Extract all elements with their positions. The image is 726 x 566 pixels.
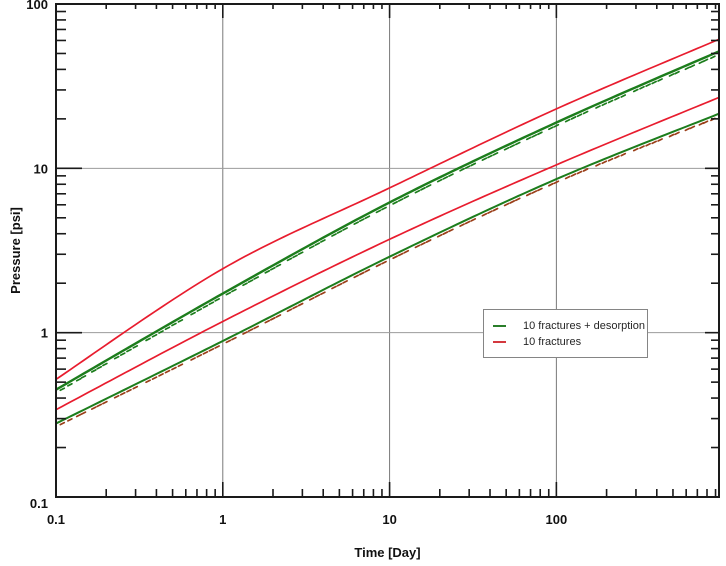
curve-1-markers [59,55,716,392]
y-tick-label: 10 [34,161,48,176]
x-tick-label: 10 [382,512,396,527]
curve-2 [56,96,719,411]
x-tick-label: 1 [219,512,226,527]
y-tick-label: 0.1 [30,496,48,511]
legend-swatch-fractures [493,340,506,343]
y-tick-label: 100 [26,0,48,12]
x-tick-label: 0.1 [47,512,65,527]
legend-item-desorption: 10 fractures + desorption [493,318,647,333]
legend: 10 fractures + desorption 10 fractures [483,309,648,358]
legend-label-desorption: 10 fractures + desorption [523,319,645,332]
curve-3-markers [59,117,716,426]
y-tick-label: 1 [41,326,48,341]
x-axis-title: Time [Day] [354,545,420,560]
curve-3 [56,112,719,425]
legend-swatch-desorption [493,324,506,327]
series-lines [56,38,719,426]
gridlines [56,4,719,497]
x-tick-label: 100 [546,512,568,527]
plot-frame [55,3,720,498]
y-axis-title: Pressure [psi] [8,207,23,294]
legend-label-fractures: 10 fractures [523,335,582,348]
axis-labels: 0.1 1 10 100 0.1 1 10 100 Time [Day] Pressure [ps… [8,0,567,560]
curve-0 [56,38,719,381]
legend-item-fractures: 10 fractures [493,334,647,349]
curve-1 [56,50,719,391]
